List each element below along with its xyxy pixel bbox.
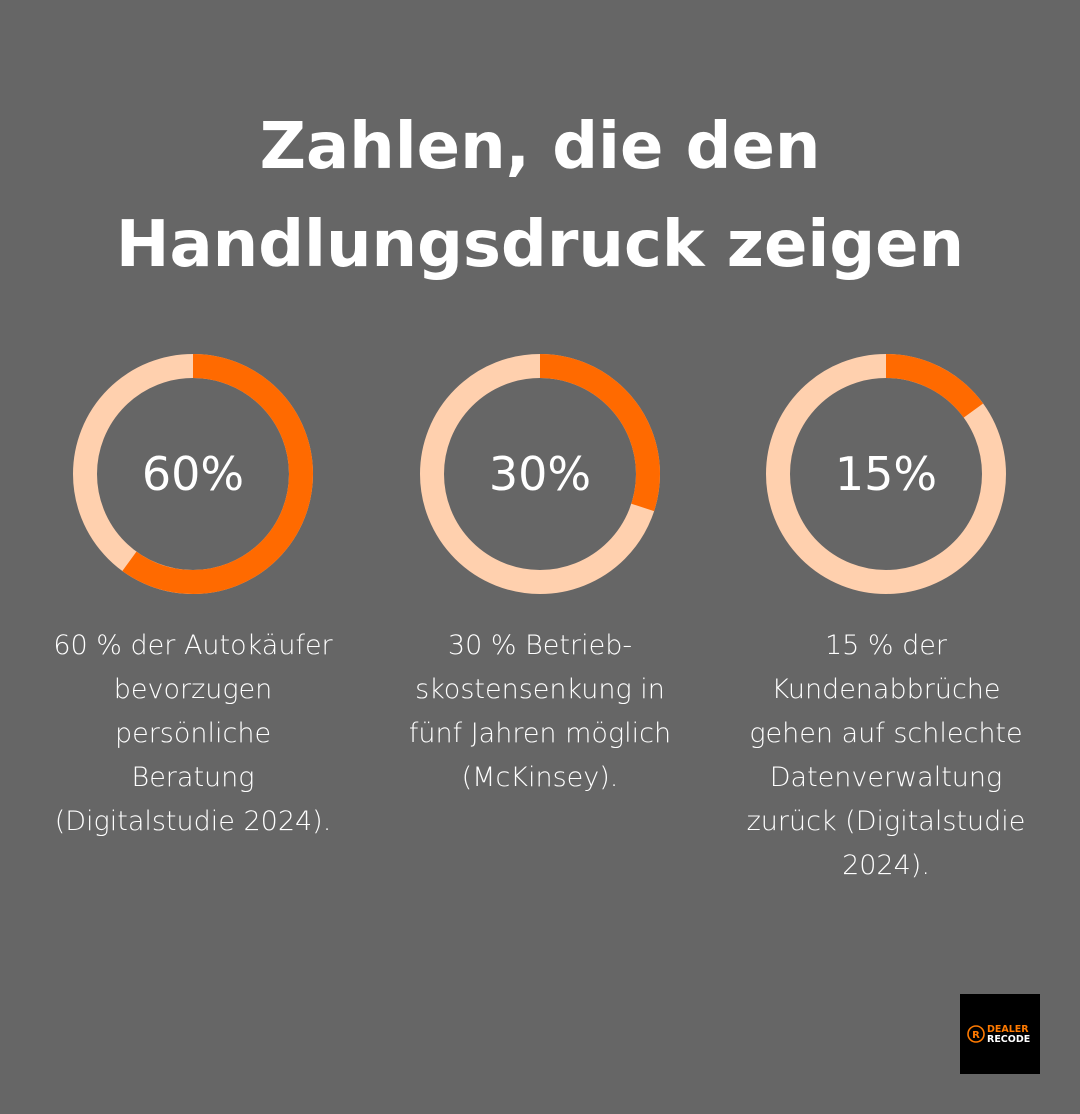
svg-text:DEALER: DEALER: [987, 1024, 1029, 1035]
description-line: (Digitalstudie 2024).: [54, 806, 332, 837]
donut-label: 15%: [834, 447, 938, 501]
description-line: bevorzugen: [113, 674, 273, 705]
donut-description: 60 % der Autokäufer bevorzugen persönliche…: [33, 624, 353, 844]
svg-text:RECODE: RECODE: [987, 1034, 1030, 1045]
title-line-2: Handlungsdruck zeigen: [115, 208, 965, 282]
dealer-recode-logo: R DEALER RECODE: [960, 994, 1040, 1074]
donut-value-slice: [73, 354, 313, 594]
description-line: Kundenabbrüche: [771, 674, 1001, 705]
donut-label: 30%: [488, 447, 592, 501]
description-line: 15 % der: [824, 630, 948, 661]
title-line-1: Zahlen, die den: [259, 110, 821, 184]
donut-value-slice: [766, 354, 1006, 594]
description-line: Beratung: [131, 762, 255, 793]
description-line: 60 % der Autokäufer: [53, 630, 333, 661]
donut-chart-2: 30%: [420, 354, 660, 594]
donut-description: 15 % der Kundenabbrüche gehen auf schlecht…: [726, 624, 1046, 888]
description-line: Datenverwaltung: [769, 762, 1003, 793]
donut-chart-3: 15%: [766, 354, 1006, 594]
donut-chart-1: 60%: [73, 354, 313, 594]
description-line: skostensenkung in: [415, 674, 665, 705]
description-line: gehen auf schlechte: [749, 718, 1023, 749]
description-line: persönliche: [114, 718, 272, 749]
description-line: 30 % Betrieb-: [447, 630, 633, 661]
donut-label: 60%: [141, 447, 245, 501]
description-line: 2024).: [842, 850, 930, 881]
description-line: (McKinsey).: [461, 762, 619, 793]
svg-text:R: R: [972, 1030, 980, 1041]
donut-description: 30 % Betrieb-skostensenkung in fünf Jahre…: [380, 624, 700, 800]
donut-value-slice: [420, 354, 660, 594]
page-title: Zahlen, die den Handlungsdruck zeigen: [0, 98, 1080, 294]
description-line: zurück (Digitalstudie: [746, 806, 1026, 837]
description-line: fünf Jahren möglich: [408, 718, 672, 749]
